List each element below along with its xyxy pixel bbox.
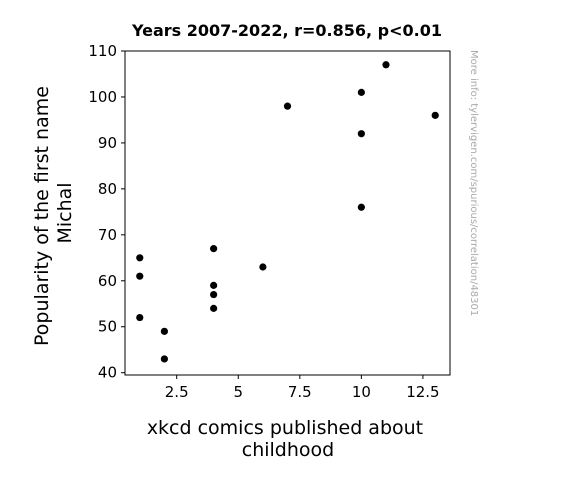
- data-point: [284, 103, 291, 110]
- y-axis-label-line-1: Popularity of the first name: [31, 86, 53, 346]
- source-note: More info: tylervigen.com/spurious/corre…: [468, 50, 479, 316]
- y-tick-label: 70: [98, 226, 117, 244]
- data-point: [210, 305, 217, 312]
- y-tick-label: 40: [98, 364, 117, 382]
- data-point: [210, 291, 217, 298]
- x-tick-label: 12.5: [406, 383, 439, 401]
- x-tick-label: 5: [233, 383, 243, 401]
- data-point: [382, 61, 389, 68]
- data-point: [358, 204, 365, 211]
- data-point: [259, 263, 266, 270]
- data-point: [432, 112, 439, 119]
- data-point: [210, 245, 217, 252]
- x-axis-label-line-1: xkcd comics published about: [147, 417, 423, 439]
- x-tick-label: 2.5: [165, 383, 189, 401]
- data-point: [358, 89, 365, 96]
- data-point: [161, 328, 168, 335]
- x-axis-label-line-2: childhood: [242, 439, 334, 461]
- data-point: [136, 254, 143, 261]
- plot-area-frame: [125, 51, 450, 375]
- x-axis-label: xkcd comics published about childhood: [147, 417, 429, 461]
- chart-title: Years 2007-2022, r=0.856, p<0.01: [131, 21, 442, 40]
- y-tick-label: 60: [98, 272, 117, 290]
- data-point: [161, 355, 168, 362]
- y-axis-label-line-2: Michal: [54, 182, 76, 243]
- data-point: [136, 314, 143, 321]
- y-tick-label: 90: [98, 134, 117, 152]
- y-tick-label: 110: [88, 42, 117, 60]
- data-point: [136, 273, 143, 280]
- y-tick-label: 100: [88, 88, 117, 106]
- y-axis: 40 50 60 70 80 90 100 110: [88, 42, 125, 382]
- y-tick-label: 80: [98, 180, 117, 198]
- x-tick-label: 10: [352, 383, 371, 401]
- x-tick-label: 7.5: [288, 383, 312, 401]
- x-axis: 2.5 5 7.5 10 12.5: [165, 375, 440, 401]
- data-points: [136, 61, 439, 362]
- data-point: [210, 282, 217, 289]
- data-point: [358, 130, 365, 137]
- y-axis-label: Popularity of the first name Michal: [31, 80, 76, 346]
- y-tick-label: 50: [98, 318, 117, 336]
